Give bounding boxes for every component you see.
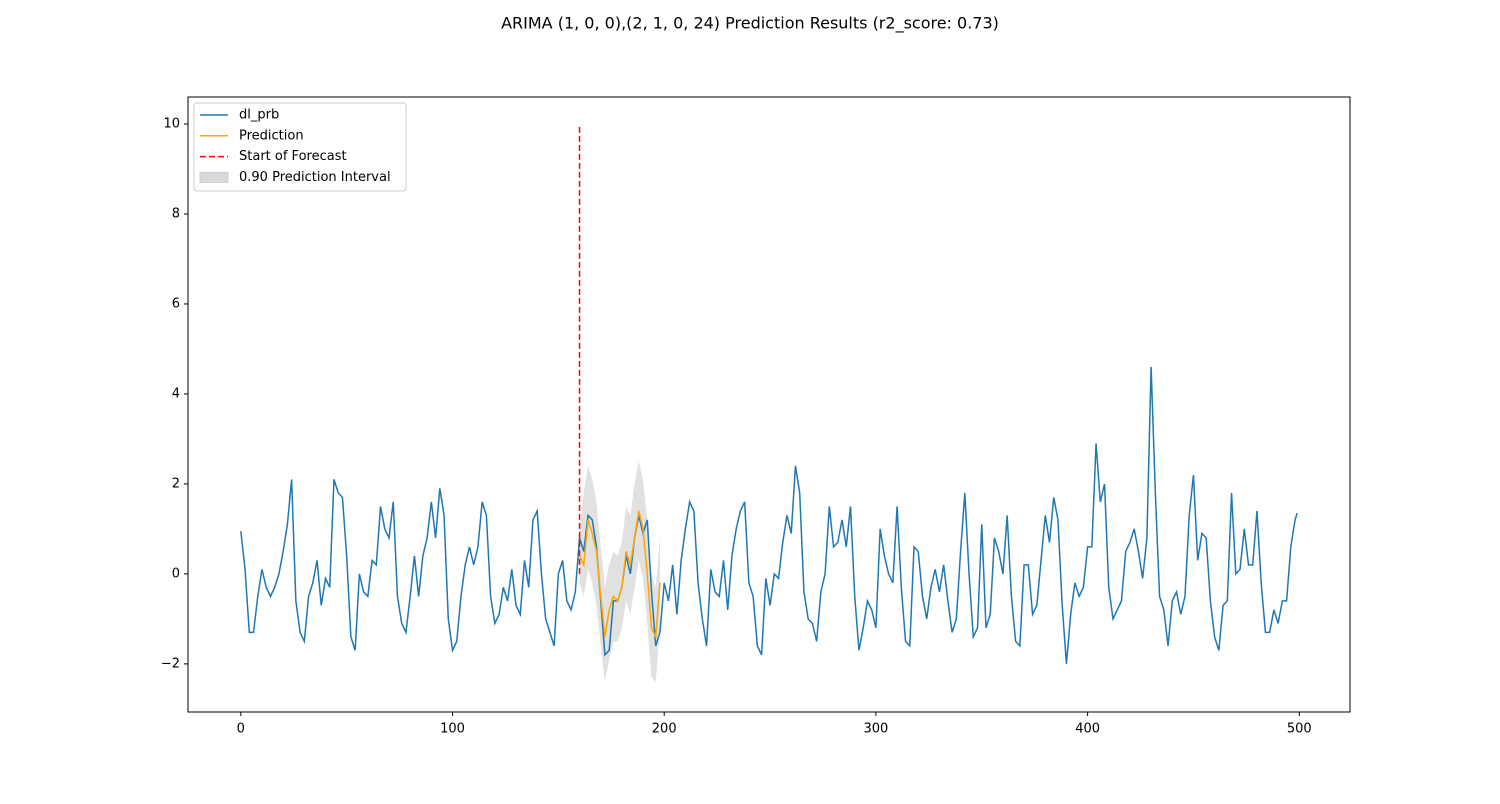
plot-frame <box>187 96 1351 713</box>
x-tick-label: 500 <box>1287 722 1312 737</box>
y-tick-label: 2 <box>172 476 180 491</box>
x-tick-label: 0 <box>237 722 245 737</box>
legend-label: dl_prb <box>239 108 279 123</box>
x-tick-label: 400 <box>1075 722 1100 737</box>
prediction-interval <box>579 461 660 682</box>
x-tick-label: 100 <box>440 722 465 737</box>
chart-title: ARIMA (1, 0, 0),(2, 1, 0, 24) Prediction… <box>501 14 999 34</box>
x-tick-label: 300 <box>863 722 888 737</box>
y-tick-label: 8 <box>172 206 180 221</box>
series-line <box>578 510 661 640</box>
y-tick-label: −2 <box>161 656 180 671</box>
legend-box <box>193 102 407 192</box>
legend-swatch <box>199 171 229 183</box>
legend: dl_prb Prediction Start of Forecast 0.90 Pr… <box>193 102 407 192</box>
legend-label: 0.90 Prediction Interval <box>239 170 391 185</box>
y-tick-label: 10 <box>163 116 180 131</box>
legend-label: Prediction <box>239 128 304 143</box>
y-tick-label: 0 <box>172 566 180 581</box>
legend-label: Start of Forecast <box>239 149 347 164</box>
y-tick-label: 6 <box>172 296 180 311</box>
x-tick-label: 200 <box>652 722 677 737</box>
y-tick-label: 4 <box>172 386 180 401</box>
series-line <box>240 366 1298 664</box>
